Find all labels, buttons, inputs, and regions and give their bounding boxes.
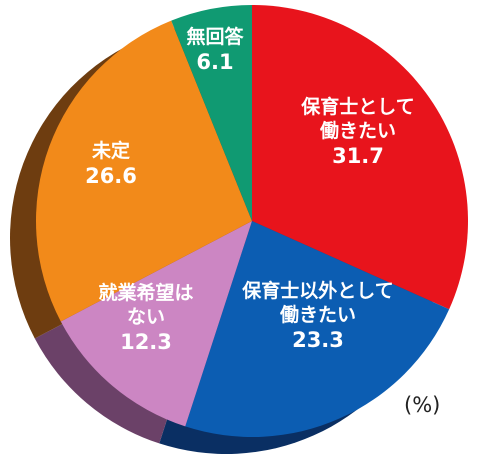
slice-label-1-line-1: 働きたい — [279, 303, 356, 326]
pie-slices — [35, 5, 468, 438]
slice-label-2-line-1: ない — [127, 306, 165, 328]
slice-value-1: 23.3 — [292, 328, 344, 352]
pie-labels: 保育士として働きたい31.7保育士以外として働きたい23.3就業希望はない12.… — [85, 25, 415, 354]
pie-slice-4 — [171, 5, 252, 221]
unit-label: (%) — [404, 393, 441, 417]
pie-slice-3 — [35, 20, 252, 322]
slice-label-0-line-1: 働きたい — [319, 119, 396, 142]
slice-value-2: 12.3 — [120, 330, 172, 354]
slice-label-4-line-0: 無回答 — [186, 25, 244, 48]
pie-slice-0 — [252, 5, 468, 310]
slice-label-2-line-0: 就業希望は — [98, 281, 193, 304]
slice-label-1-line-0: 保育士以外として — [241, 279, 393, 302]
slice-value-4: 6.1 — [196, 50, 233, 74]
pie-slice-2 — [60, 221, 252, 427]
slice-label-0-line-0: 保育士として — [300, 95, 414, 118]
slice-value-0: 31.7 — [332, 144, 384, 168]
pie-slice-1 — [185, 221, 450, 438]
slice-value-3: 26.6 — [85, 164, 137, 188]
slice-label-3-line-0: 未定 — [91, 139, 130, 162]
